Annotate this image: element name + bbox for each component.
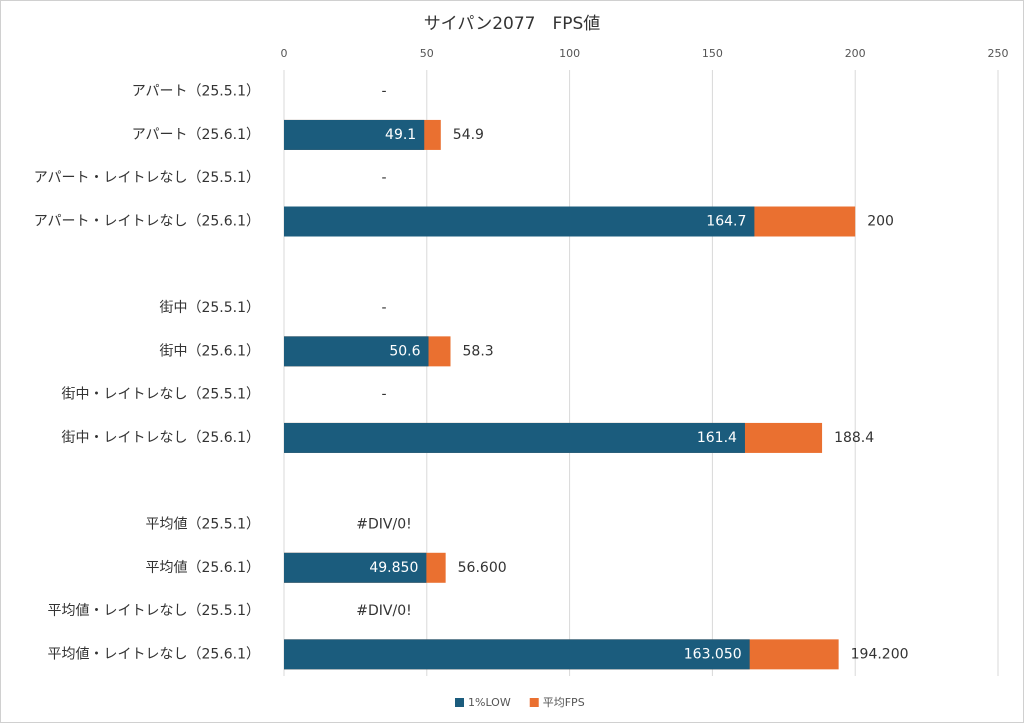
y-tick-label: 街中（25.5.1） — [159, 300, 260, 316]
data-label: #DIV/0! — [356, 603, 411, 619]
x-tick-label: 250 — [988, 47, 1009, 60]
bar — [284, 552, 427, 583]
x-tick-label: 50 — [420, 47, 434, 60]
x-tick-label: 150 — [702, 47, 723, 60]
data-label: 200 — [867, 214, 894, 230]
x-tick-label: 100 — [559, 47, 580, 60]
y-tick-label: 平均値（25.5.1） — [145, 517, 260, 533]
data-label: 50.6 — [389, 343, 420, 359]
data-label: 161.4 — [697, 430, 737, 446]
y-tick-label: アパート（25.5.1） — [132, 84, 260, 100]
data-label: 194.200 — [851, 646, 909, 662]
data-label: 58.3 — [463, 343, 494, 359]
data-label: - — [381, 387, 386, 403]
x-tick-label: 200 — [845, 47, 866, 60]
chart-title: サイパン2077 FPS値 — [424, 14, 601, 34]
x-tick-label: 0 — [281, 47, 288, 60]
y-tick-label: 平均値・レイトレなし（25.5.1） — [47, 603, 260, 619]
y-tick-label: 平均値（25.6.1） — [145, 560, 260, 576]
data-label: 163.050 — [684, 646, 742, 662]
y-tick-label: アパート（25.6.1） — [132, 127, 260, 143]
data-label: - — [381, 300, 386, 316]
y-tick-label: アパート・レイトレなし（25.5.1） — [34, 170, 260, 186]
data-label: - — [381, 170, 386, 186]
y-tick-label: アパート・レイトレなし（25.6.1） — [34, 214, 260, 230]
data-label: 56.600 — [458, 560, 507, 576]
data-label: 54.9 — [453, 127, 484, 143]
bar — [284, 422, 745, 453]
data-label: 49.850 — [369, 560, 418, 576]
data-label: 49.1 — [385, 127, 416, 143]
y-tick-label: 街中・レイトレなし（25.5.1） — [61, 387, 260, 403]
legend-label: 1%LOW — [468, 696, 511, 709]
bar — [284, 639, 750, 670]
bar — [284, 336, 429, 367]
y-tick-label: 平均値・レイトレなし（25.6.1） — [47, 646, 260, 662]
legend-swatch — [529, 698, 539, 707]
data-label: - — [381, 84, 386, 100]
data-label: 188.4 — [834, 430, 874, 446]
legend-label: 平均FPS — [543, 696, 585, 709]
bar — [284, 119, 425, 150]
bar — [284, 206, 755, 237]
legend-swatch — [455, 698, 464, 707]
data-label: 164.7 — [706, 214, 746, 230]
y-tick-label: 街中・レイトレなし（25.6.1） — [61, 430, 260, 446]
data-label: #DIV/0! — [356, 517, 411, 533]
y-tick-label: 街中（25.6.1） — [159, 343, 260, 359]
